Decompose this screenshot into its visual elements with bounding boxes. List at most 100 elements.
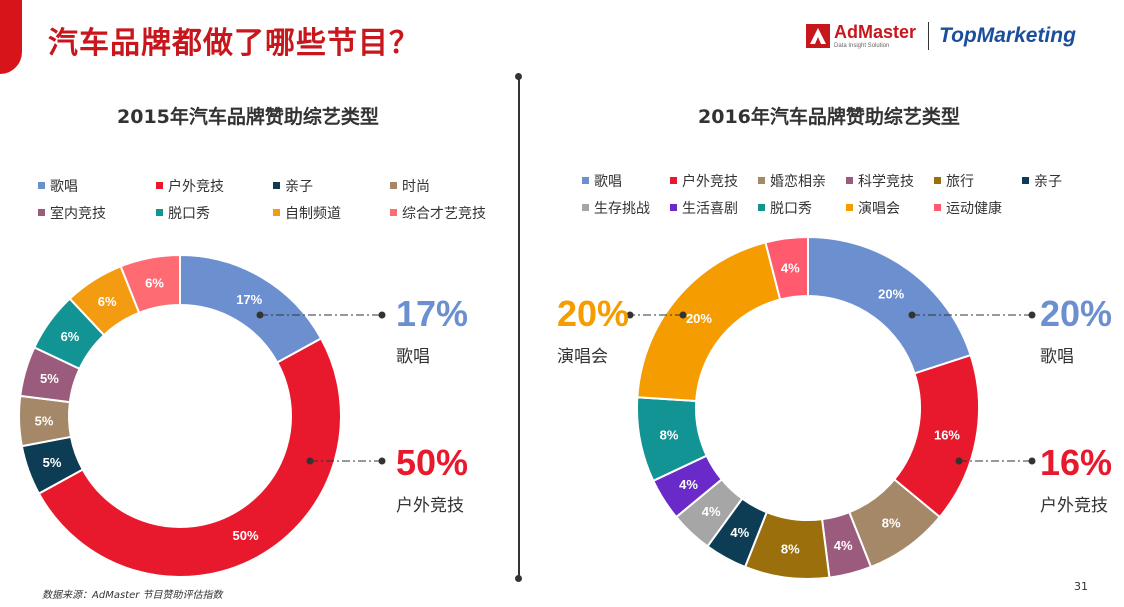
legend-label: 自制频道: [285, 205, 341, 222]
legend-label: 生活喜剧: [682, 200, 738, 217]
legend-swatch: [934, 204, 941, 211]
legend-item: 时尚: [390, 176, 490, 196]
donut-slice-0-7: [119, 253, 181, 315]
donut-slice-label: 16%: [934, 428, 960, 443]
legend-item: 脱口秀: [156, 203, 273, 223]
legend-row: 室内竞技 脱口秀 自制频道 综合才艺竞技: [38, 199, 490, 226]
legend-label: 脱口秀: [168, 205, 210, 222]
legend-label: 旅行: [946, 173, 974, 190]
admaster-name: AdMaster: [834, 22, 917, 42]
donut-slice-label: 6%: [98, 294, 117, 309]
page-title: 汽车品牌都做了哪些节目？: [48, 26, 420, 61]
legend-item: 自制频道: [273, 203, 390, 223]
callout-dot: [1028, 457, 1036, 465]
legend-swatch: [390, 209, 397, 216]
callout-2016-outdoor-value: 16%: [1040, 442, 1113, 483]
callout-2016-singing-label: 歌唱: [1040, 347, 1074, 367]
legend-swatch: [156, 209, 163, 216]
donut-slice-0-1: [37, 337, 342, 578]
callout-2016-outdoor-label: 户外竞技: [1040, 496, 1108, 516]
legend-row: 歌唱 户外竞技 婚恋相亲 科学竞技 旅行 亲子: [582, 167, 1092, 194]
legend-item: 户外竞技: [156, 176, 273, 196]
legend-label: 生存挑战: [594, 200, 650, 217]
legend-item: 亲子: [273, 176, 390, 196]
legend-swatch: [273, 209, 280, 216]
donut-slice-label: 4%: [781, 261, 800, 276]
donut-slice-label: 4%: [730, 525, 749, 540]
legend-label: 运动健康: [946, 200, 1002, 217]
legend-swatch: [273, 182, 280, 189]
callout-2015-singing-value: 17%: [396, 293, 469, 334]
data-source-note: 数据来源：AdMaster 节目赞助评估指数: [42, 590, 223, 601]
legend-label: 亲子: [1034, 173, 1062, 190]
legend-swatch: [758, 177, 765, 184]
legend-swatch: [846, 177, 853, 184]
donut-slice-1-10: [764, 235, 809, 301]
center-divider: [518, 76, 520, 578]
legend-row: 歌唱 户外竞技 亲子 时尚: [38, 172, 490, 199]
legend-swatch: [758, 204, 765, 211]
callout-2015-outdoor-label: 户外竞技: [396, 496, 464, 516]
callout-2016-concert-value: 20%: [557, 293, 630, 334]
legend-swatch: [582, 204, 589, 211]
legend-item: 室内竞技: [38, 203, 156, 223]
chart-2015-legend: 歌唱 户外竞技 亲子 时尚室内竞技 脱口秀 自制频道 综合才艺竞技: [38, 172, 490, 226]
legend-swatch: [38, 209, 45, 216]
admaster-tagline: Data Insight Solution: [834, 43, 890, 49]
chart-2016-title: 2016年汽车品牌赞助综艺类型: [698, 106, 960, 128]
legend-item: 旅行: [934, 171, 1022, 191]
callout-dot: [955, 457, 963, 465]
legend-swatch: [38, 182, 45, 189]
legend-label: 婚恋相亲: [770, 173, 826, 190]
callout-dot: [256, 311, 264, 319]
donut-slice-label: 17%: [236, 292, 262, 307]
callout-2016-singing-value: 20%: [1040, 293, 1113, 334]
admaster-logo-icon: [806, 24, 830, 48]
donut-slice-label: 5%: [35, 413, 54, 428]
chart-2016-legend: 歌唱 户外竞技 婚恋相亲 科学竞技 旅行 亲子 生存挑战 生活喜剧 脱口秀 演唱会 运动健康: [582, 167, 1092, 221]
donut-slice-label: 5%: [43, 455, 62, 470]
legend-swatch: [846, 204, 853, 211]
legend-swatch: [390, 182, 397, 189]
legend-label: 室内竞技: [50, 205, 106, 222]
legend-item: 生活喜剧: [670, 198, 758, 218]
callout-dot: [306, 457, 314, 465]
divider-dot-top: [515, 73, 522, 80]
callout-dot: [679, 311, 687, 319]
donut-slice-1-0: [807, 235, 972, 375]
legend-label: 歌唱: [50, 178, 78, 195]
callout-2016-concert-label: 演唱会: [557, 347, 608, 367]
donut-slice-label: 5%: [40, 371, 59, 386]
legend-item: 婚恋相亲: [758, 171, 846, 191]
chart-2015-title: 2015年汽车品牌赞助综艺类型: [117, 106, 379, 128]
legend-item: 亲子: [1022, 171, 1092, 191]
legend-label: 演唱会: [858, 200, 900, 217]
donut-slice-label: 8%: [660, 428, 679, 443]
donut-slice-label: 4%: [834, 538, 853, 553]
donut-slice-label: 20%: [878, 287, 904, 302]
legend-swatch: [1022, 177, 1029, 184]
legend-item: 演唱会: [846, 198, 934, 218]
callout-dot: [908, 311, 916, 319]
page-number: 31: [1074, 580, 1088, 593]
legend-item: 生存挑战: [582, 198, 670, 218]
callout-dot: [626, 311, 634, 319]
legend-item: 歌唱: [582, 171, 670, 191]
donut-slice-label: 8%: [781, 541, 800, 556]
donut-slice-label: 8%: [882, 515, 901, 530]
legend-label: 科学竞技: [858, 173, 914, 190]
legend-swatch: [582, 177, 589, 184]
divider-dot-bottom: [515, 575, 522, 582]
donut-slice-label: 6%: [61, 329, 80, 344]
legend-item: 脱口秀: [758, 198, 846, 218]
donut-slice-label: 4%: [679, 477, 698, 492]
legend-label: 亲子: [285, 178, 313, 195]
legend-item: 歌唱: [38, 176, 156, 196]
callout-2015-outdoor-value: 50%: [396, 442, 469, 483]
legend-label: 综合才艺竞技: [402, 205, 486, 222]
legend-swatch: [670, 177, 677, 184]
legend-label: 脱口秀: [770, 200, 812, 217]
donut-slice-label: 6%: [145, 275, 164, 290]
donut-slice-label: 4%: [702, 504, 721, 519]
